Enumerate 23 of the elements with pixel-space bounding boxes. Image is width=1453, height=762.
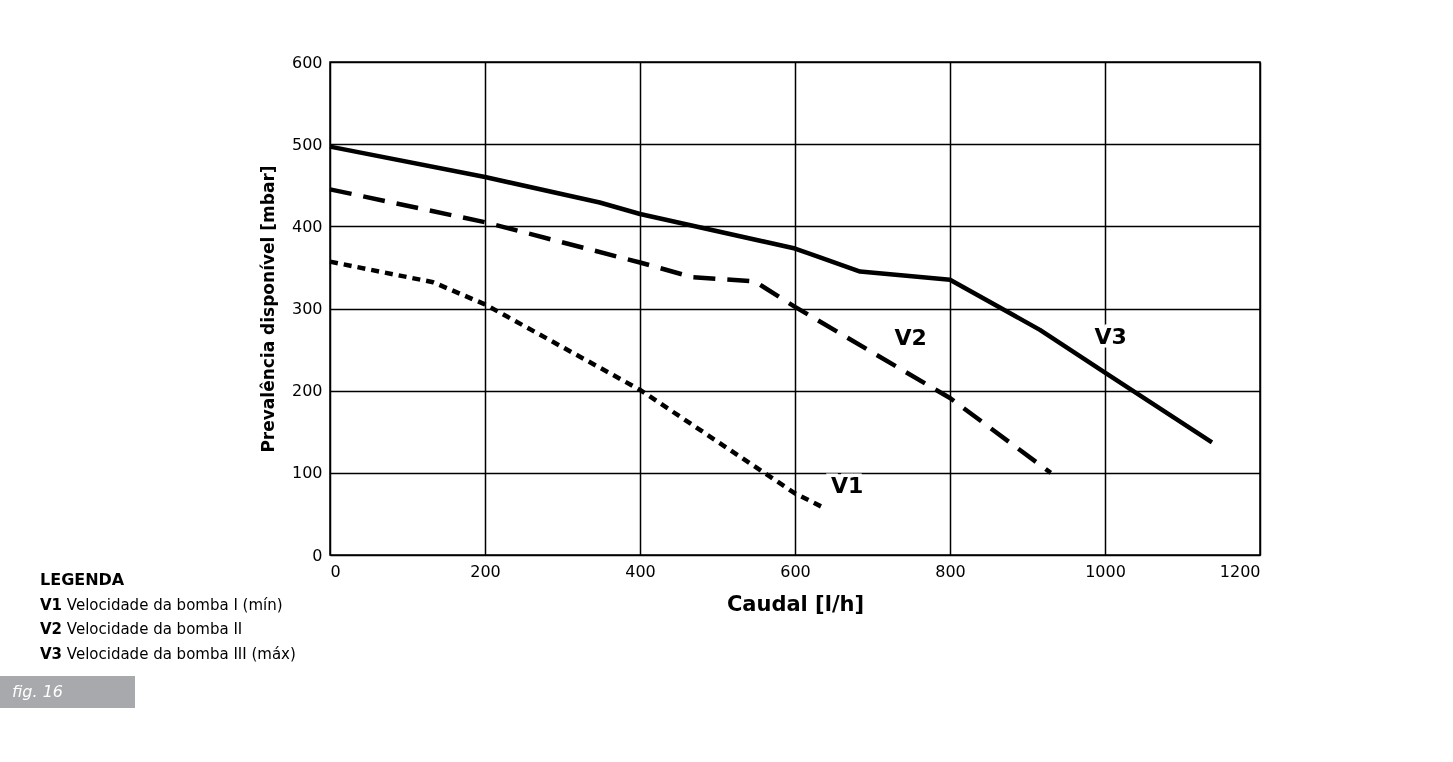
y-tick-label: 500 bbox=[291, 134, 323, 154]
y-tick-label: 100 bbox=[291, 463, 323, 483]
x-tick-label: 400 bbox=[625, 561, 656, 581]
y-tick-label: 400 bbox=[291, 216, 323, 236]
text: V2 Velocidade da bomba II bbox=[40, 619, 244, 640]
y-tick-label: 600 bbox=[291, 52, 323, 72]
series-label: V2 bbox=[894, 325, 927, 351]
x-tick-label: 800 bbox=[935, 561, 966, 581]
y-axis-title: Prevalência disponível [mbar] bbox=[257, 165, 278, 453]
y-tick-label: 200 bbox=[291, 381, 323, 401]
text: LEGENDA bbox=[40, 569, 126, 591]
x-tick-label: 1200 bbox=[1219, 561, 1261, 581]
x-tick-label: 600 bbox=[780, 561, 811, 581]
caption: fig. 16 bbox=[0, 676, 135, 708]
x-tick-label: 200 bbox=[470, 561, 501, 581]
text: V3 Velocidade da bomba III (máx) bbox=[40, 643, 296, 665]
y-tick-label: 0 bbox=[312, 545, 323, 565]
x-axis-title: Caudal [l/h] bbox=[726, 591, 865, 616]
x-tick-label: 0 bbox=[330, 561, 341, 581]
series-label: V1 bbox=[830, 473, 864, 499]
text: V1 Velocidade da bomba I (mín) bbox=[40, 594, 284, 616]
x-tick-label: 1000 bbox=[1085, 561, 1126, 581]
y-tick-label: 300 bbox=[291, 299, 323, 318]
